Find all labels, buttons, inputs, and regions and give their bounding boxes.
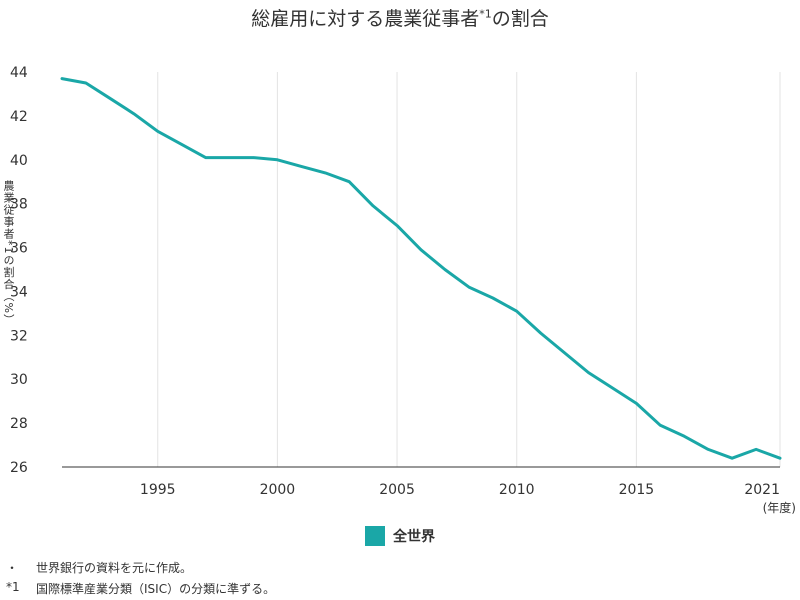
footnote-text: 国際標準産業分類（ISIC）の分類に準ずる。	[36, 582, 276, 596]
footnote-isic: *1 国際標準産業分類（ISIC）の分類に準ずる。	[6, 580, 275, 597]
x-tick-label: 2015	[619, 482, 655, 498]
legend-swatch	[365, 526, 385, 546]
x-tick-label: 2021	[744, 482, 780, 498]
chart-title-main: 総雇用に対する農業従事者	[251, 8, 480, 30]
chart-title: 総雇用に対する農業従事者*1の割合	[0, 4, 800, 31]
y-tick-label: 44	[10, 65, 28, 81]
legend-label: 全世界	[393, 529, 435, 545]
y-tick-label: 38	[10, 197, 28, 213]
series-lines	[60, 77, 782, 460]
footnote-source: ・ 世界銀行の資料を元に作成。	[6, 559, 192, 576]
y-tick-label: 40	[10, 153, 28, 169]
footnote-mark: *1	[6, 580, 20, 594]
footnote-bullet: ・	[6, 561, 19, 575]
y-tick-label: 42	[10, 109, 28, 125]
legend: 全世界	[0, 526, 800, 546]
chart-title-footnote-mark: *1	[479, 7, 492, 21]
y-tick-label: 28	[10, 416, 28, 432]
y-tick-label: 36	[10, 241, 28, 257]
series-line	[60, 77, 782, 460]
x-tick-label: 2005	[379, 482, 415, 498]
footnote-text: 世界銀行の資料を元に作成。	[36, 561, 193, 575]
chart-grid	[157, 72, 781, 467]
y-tick-label: 30	[10, 372, 28, 388]
x-tick-label: 1995	[140, 482, 176, 498]
x-tick-label: 2010	[499, 482, 535, 498]
line-chart: 26 28 30 32 34 36 38 40 42 44 1995 2000 2005 2010 201…	[10, 65, 796, 515]
x-tick-label: 2000	[260, 482, 296, 498]
y-tick-label: 32	[10, 328, 28, 344]
y-axis-label: 農業従事者*1の割合（%）	[2, 180, 15, 326]
x-axis-ticks: 1995 2000 2005 2010 2015 2021	[140, 482, 780, 498]
y-axis-ticks: 26 28 30 32 34 36 38 40 42 44	[10, 65, 28, 476]
x-axis-unit-label: (年度)	[763, 500, 796, 515]
y-tick-label: 26	[10, 460, 28, 476]
chart-title-tail: の割合	[491, 8, 549, 30]
y-tick-label: 34	[10, 284, 28, 300]
